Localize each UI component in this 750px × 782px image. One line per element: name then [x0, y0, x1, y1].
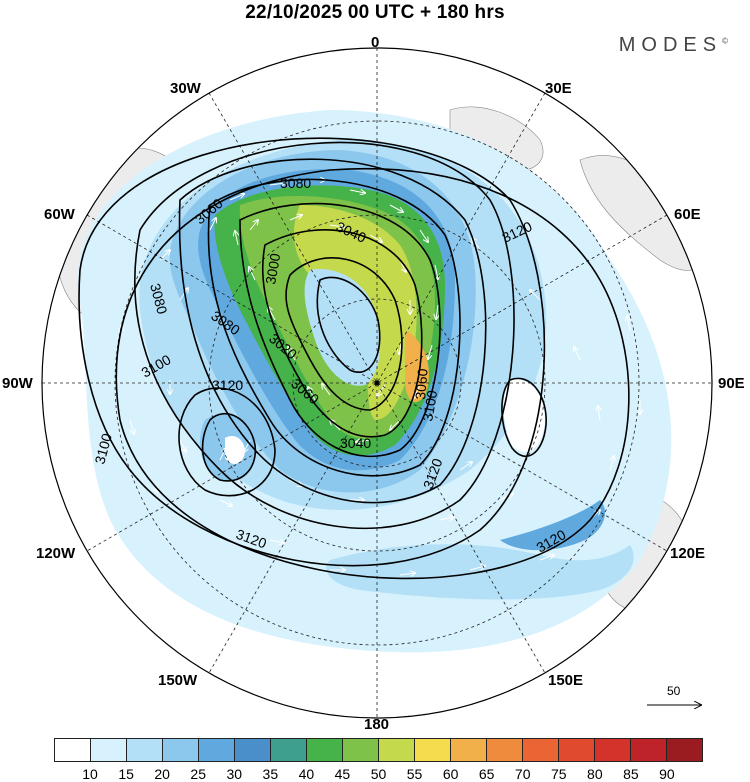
colorbar-label: 10 — [82, 766, 98, 782]
wind-key-label: 50 — [667, 684, 681, 698]
wind-vector-key: 50 — [643, 684, 709, 714]
colorbar-label: 40 — [298, 766, 315, 782]
colorbar-label: 70 — [514, 766, 531, 782]
wind-speed-shading — [77, 110, 672, 653]
map-title: 22/10/2025 00 UTC + 180 hrs — [245, 2, 505, 23]
colorbar-swatch — [523, 739, 559, 761]
lon-label-180: 180 — [364, 716, 390, 733]
colorbar-swatch — [667, 739, 702, 761]
lon-label-150e: 150E — [548, 672, 584, 689]
colorbar-label: 45 — [334, 766, 351, 782]
lon-label-60w: 60W — [44, 206, 75, 223]
lon-label-90w: 90W — [2, 375, 33, 392]
colorbar-swatch — [199, 739, 235, 761]
colorbar-label: 85 — [623, 766, 639, 782]
colorbar-swatch — [559, 739, 595, 761]
colorbar-label: 25 — [190, 766, 207, 782]
map-boundary — [41, 47, 713, 719]
colorbar-label: 30 — [226, 766, 243, 782]
colorbar-swatch — [271, 739, 307, 761]
lon-label-30w: 30W — [170, 80, 201, 97]
colorbar-swatch — [415, 739, 451, 761]
colorbar — [54, 738, 703, 762]
contour-label: 3120 — [212, 377, 243, 393]
colorbar-swatch — [595, 739, 631, 761]
colorbar-swatch — [235, 739, 271, 761]
contour-label: 3060 — [412, 368, 431, 401]
colorbar-label: 60 — [442, 766, 459, 782]
colorbar-swatch — [307, 739, 343, 761]
colorbar-swatch — [631, 739, 667, 761]
colorbar-swatch — [55, 739, 91, 761]
colorbar-swatch — [451, 739, 487, 761]
colorbar-label: 80 — [587, 766, 603, 782]
contour-label: 3100 — [91, 431, 115, 465]
colorbar-label: 20 — [154, 766, 170, 782]
colorbar-label: 50 — [370, 766, 387, 782]
graticule — [42, 48, 712, 718]
colorbar-label: 65 — [478, 766, 495, 782]
lon-label-30e: 30E — [545, 80, 572, 97]
contour-label: 3000 — [262, 252, 283, 286]
lon-label-120e: 120E — [670, 545, 706, 562]
colorbar-swatch — [343, 739, 379, 761]
colorbar-swatch — [163, 739, 199, 761]
colorbar-labels: 10 15 20 25 30 35 40 45 50 55 60 65 70 75 80 85 90 — [54, 766, 703, 782]
modes-logo: MODES© — [619, 34, 728, 57]
colorbar-swatch — [127, 739, 163, 761]
colorbar-label: 55 — [406, 766, 423, 782]
colorbar-label: 35 — [262, 766, 279, 782]
lon-label-120w: 120W — [36, 545, 76, 562]
brand-text: MODES — [618, 34, 723, 56]
copyright-mark: © — [722, 36, 728, 46]
lon-label-60e: 60E — [674, 206, 701, 223]
lon-label-90e: 90E — [718, 375, 745, 392]
colorbar-label: 75 — [550, 766, 567, 782]
south-pole-marker — [374, 380, 380, 386]
colorbar-swatch — [91, 739, 127, 761]
colorbar-swatch — [379, 739, 415, 761]
contour-label: 3080 — [147, 282, 171, 316]
contour-label: 3100 — [419, 389, 440, 423]
contour-label: 3040 — [340, 435, 371, 451]
lon-label-150w: 150W — [158, 672, 198, 689]
lon-label-0: 0 — [371, 34, 380, 51]
colorbar-swatch — [487, 739, 523, 761]
height-contours — [78, 137, 630, 580]
colorbar-label: 15 — [118, 766, 134, 782]
contour-label: 3080 — [280, 175, 311, 191]
colorbar-label: 90 — [659, 766, 675, 782]
arrow-right-icon — [647, 684, 709, 714]
